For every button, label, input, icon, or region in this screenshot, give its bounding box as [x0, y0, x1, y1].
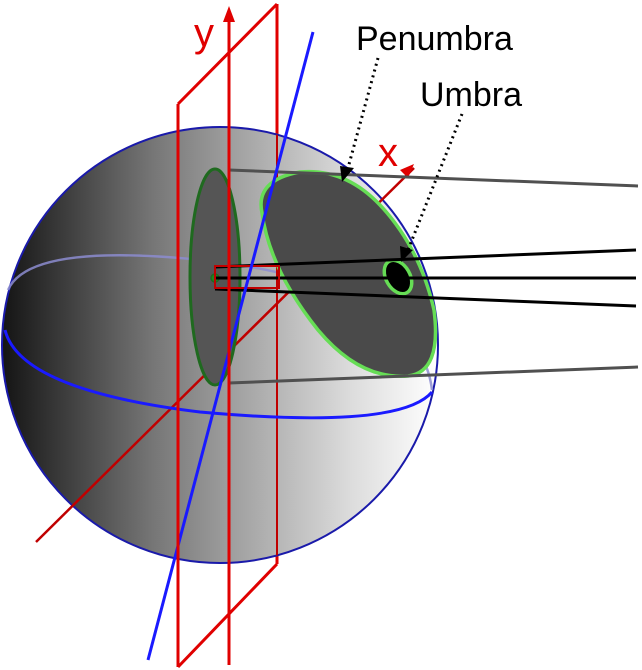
- umbra-pointer: [400, 113, 464, 262]
- penumbra-label: Penumbra: [356, 20, 513, 58]
- sun-rays: [214, 168, 639, 385]
- x-axis-arrowhead: [400, 164, 414, 178]
- umbra-label: Umbra: [420, 76, 522, 114]
- y-axis-arrowhead: [223, 6, 235, 22]
- penumbra-pointer: [340, 57, 380, 182]
- x-axis-label: x: [378, 131, 398, 175]
- equator-front: [3, 329, 434, 420]
- y-axis-label: y: [194, 11, 214, 55]
